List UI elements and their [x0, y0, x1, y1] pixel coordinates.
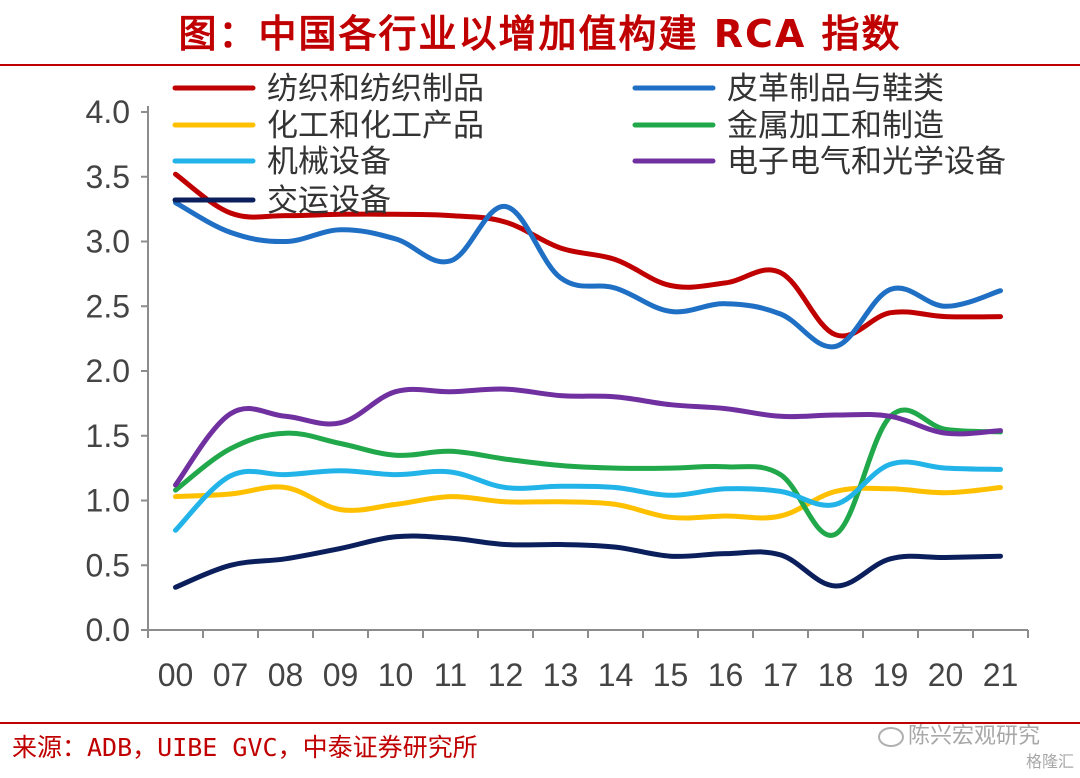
series-line-0	[173, 171, 1003, 339]
legend-label-0: 纺织和纺织制品	[267, 71, 484, 107]
legend-label-4: 机械设备	[267, 144, 391, 180]
series-line-1	[173, 200, 1003, 350]
x-tick-label: 18	[818, 657, 854, 693]
legend-label-6: 交运设备	[267, 183, 391, 219]
chart-title: 图：中国各行业以增加值构建 RCA 指数	[178, 12, 902, 56]
watermark-secondary: 格隆汇	[1025, 752, 1074, 771]
x-tick-label: 20	[928, 657, 964, 693]
y-tick-label: 4.0	[86, 94, 130, 130]
legend-label-5: 电子电气和光学设备	[727, 144, 1006, 180]
y-tick-label: 3.0	[86, 224, 130, 260]
series-line-2	[173, 484, 1003, 521]
x-tick-label: 21	[983, 657, 1019, 693]
x-tick-label: 13	[543, 657, 579, 693]
x-tick-label: 12	[488, 657, 524, 693]
y-tick-label: 1.0	[86, 483, 130, 519]
x-tick-label: 11	[434, 657, 467, 693]
series-line-3	[173, 407, 1003, 538]
bottom-rule	[0, 722, 1080, 724]
y-tick-label: 0.0	[86, 612, 130, 648]
x-tick-label: 15	[653, 657, 689, 693]
x-tick-label: 08	[268, 657, 304, 693]
y-tick-label: 0.5	[86, 547, 130, 583]
series-line-5	[173, 386, 1003, 488]
y-tick-label: 3.5	[86, 159, 130, 195]
top-rule	[0, 64, 1080, 66]
x-tick-label: 14	[598, 657, 634, 693]
y-tick-label: 1.5	[86, 418, 130, 454]
x-tick-label: 10	[378, 657, 414, 693]
series-line-6	[173, 533, 1003, 590]
wechat-icon	[877, 727, 904, 747]
x-tick-label: 19	[873, 657, 909, 693]
legend-label-1: 皮革制品与鞋类	[727, 71, 944, 107]
x-tick-label: 00	[158, 657, 194, 693]
series-line-4	[173, 459, 1003, 533]
x-tick-label: 17	[763, 657, 799, 693]
x-tick-label: 16	[708, 657, 744, 693]
y-tick-label: 2.5	[86, 288, 130, 324]
chart-title-bar: 图：中国各行业以增加值构建 RCA 指数	[0, 6, 1080, 62]
legend-label-2: 化工和化工产品	[267, 108, 484, 144]
legend-label-3: 金属加工和制造	[727, 108, 944, 144]
watermark-text: 陈兴宏观研究	[907, 724, 1040, 749]
source-note: 来源：ADB，UIBE GVC，中泰证券研究所	[12, 733, 478, 762]
watermark: 陈兴宏观研究	[877, 718, 1040, 750]
y-tick-label: 2.0	[86, 353, 130, 389]
x-tick-label: 09	[323, 657, 359, 693]
x-tick-label: 07	[213, 657, 249, 693]
